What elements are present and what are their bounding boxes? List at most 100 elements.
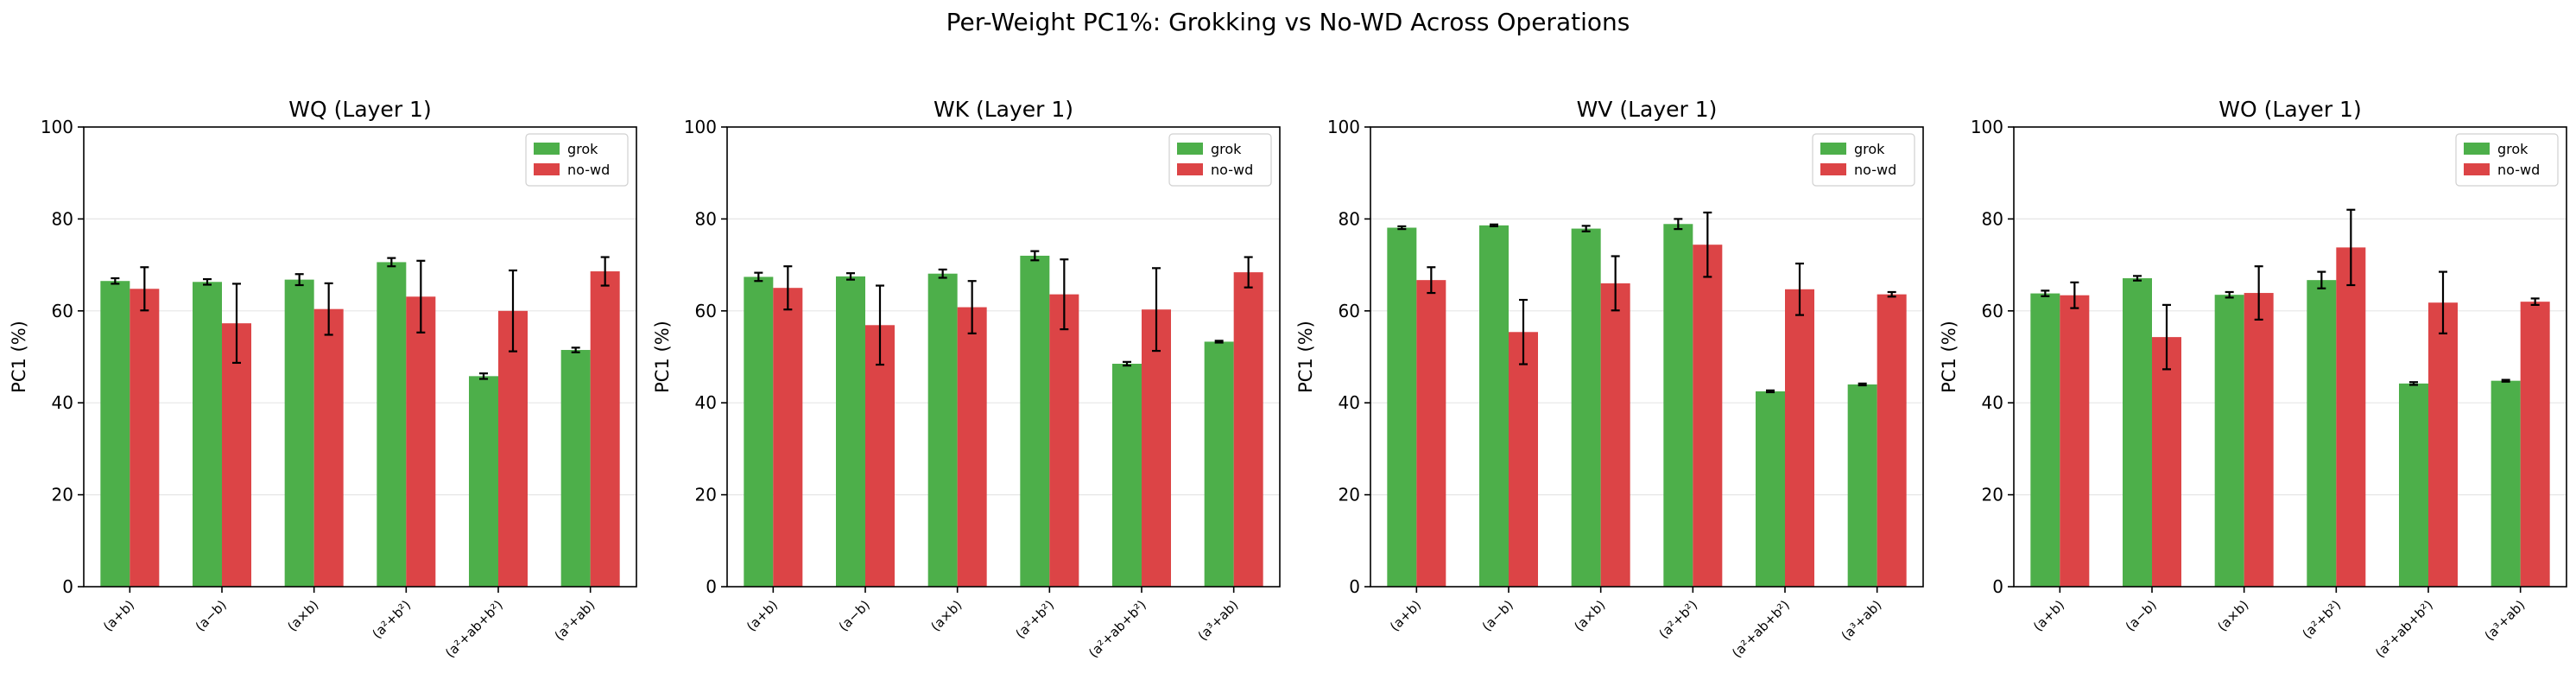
legend-label-grok: grok bbox=[1854, 141, 1885, 157]
legend-swatch-no-wd bbox=[1177, 163, 1203, 175]
bar-grok-3 bbox=[2214, 295, 2244, 587]
bar-no-wd-5 bbox=[2428, 302, 2458, 587]
x-tick-label: (a+b) bbox=[1387, 597, 1424, 634]
bar-grok-6 bbox=[1847, 384, 1877, 587]
figure-title: Per-Weight PC1%: Grokking vs No-WD Acros… bbox=[946, 8, 1630, 36]
bar-no-wd-2 bbox=[865, 325, 895, 587]
x-tick-label: (a−b) bbox=[836, 597, 873, 634]
legend: grok no-wd bbox=[525, 133, 629, 187]
bar-no-wd-6 bbox=[2520, 302, 2550, 587]
x-tick-label: (a+b) bbox=[100, 597, 137, 634]
y-tick-label: 60 bbox=[52, 301, 73, 321]
bar-grok-6 bbox=[560, 350, 591, 587]
y-tick-label: 20 bbox=[1339, 485, 1360, 505]
y-axis-label: PC1 (%) bbox=[1939, 321, 1959, 393]
y-tick-label: 40 bbox=[52, 392, 73, 413]
x-tick-label: (a³+ab) bbox=[552, 597, 598, 644]
y-tick-label: 100 bbox=[1327, 117, 1360, 137]
x-tick-label: (a×b) bbox=[1571, 597, 1608, 634]
chart-title: WV (Layer 1) bbox=[1577, 97, 1718, 122]
bar-no-wd-1 bbox=[130, 289, 160, 587]
bar-no-wd-4 bbox=[2336, 247, 2366, 587]
x-tick-label: (a²+ab+b²) bbox=[1085, 597, 1149, 661]
bar-grok-6 bbox=[1204, 341, 1234, 587]
legend-swatch-no-wd bbox=[534, 163, 560, 175]
y-tick-label: 80 bbox=[1339, 208, 1360, 229]
chart-title: WK (Layer 1) bbox=[934, 97, 1073, 122]
bar-grok-2 bbox=[836, 276, 865, 587]
chart-title: WQ (Layer 1) bbox=[288, 97, 431, 122]
bar-grok-5 bbox=[469, 376, 498, 587]
axes-frame bbox=[83, 126, 637, 588]
x-tick-label: (a³+ab) bbox=[1839, 597, 1885, 644]
y-tick-label: 40 bbox=[695, 392, 717, 413]
y-tick-label: 100 bbox=[684, 117, 717, 137]
bar-grok-2 bbox=[2123, 278, 2152, 587]
y-tick-label: 100 bbox=[41, 117, 73, 137]
legend-swatch-no-wd bbox=[2464, 163, 2490, 175]
y-tick-label: 20 bbox=[52, 485, 73, 505]
axes-frame bbox=[2013, 126, 2567, 588]
bar-no-wd-3 bbox=[2244, 293, 2274, 587]
bar-grok-2 bbox=[193, 282, 222, 587]
axes-frame bbox=[1370, 126, 1924, 588]
chart-panel-2: 0 20 40 60 80 100 (a+b) (a−b) (a×b) (a²+b²) (a²+ab… bbox=[652, 97, 1281, 661]
x-tick-label: (a³+ab) bbox=[1195, 597, 1242, 644]
legend-swatch-grok bbox=[1177, 143, 1203, 155]
x-tick-label: (a×b) bbox=[2214, 597, 2251, 634]
y-tick-label: 80 bbox=[695, 208, 717, 229]
axes-frame bbox=[726, 126, 1281, 588]
y-tick-label: 80 bbox=[52, 208, 73, 229]
x-tick-label: (a²+ab+b²) bbox=[1729, 597, 1793, 661]
bar-no-wd-1 bbox=[1416, 280, 1446, 587]
bar-grok-5 bbox=[1756, 391, 1785, 587]
x-tick-label: (a×b) bbox=[927, 597, 965, 634]
y-tick-label: 80 bbox=[1982, 208, 2003, 229]
y-tick-label: 100 bbox=[1971, 117, 2003, 137]
legend-swatch-grok bbox=[1820, 143, 1846, 155]
chart-title: WO (Layer 1) bbox=[2218, 97, 2361, 122]
legend-label-no-wd: no-wd bbox=[1211, 162, 1253, 178]
x-tick-label: (a²+b²) bbox=[1656, 597, 1701, 642]
y-tick-label: 0 bbox=[1992, 576, 2003, 597]
x-tick-label: (a×b) bbox=[284, 597, 321, 634]
bar-no-wd-1 bbox=[2060, 295, 2090, 587]
bar-grok-3 bbox=[284, 279, 314, 587]
x-tick-label: (a²+b²) bbox=[370, 597, 415, 642]
bar-no-wd-6 bbox=[1877, 294, 1907, 587]
bar-no-wd-2 bbox=[2152, 337, 2181, 587]
bar-grok-4 bbox=[377, 262, 407, 587]
y-axis-label: PC1 (%) bbox=[9, 321, 29, 393]
bar-no-wd-4 bbox=[1049, 294, 1079, 587]
y-tick-label: 40 bbox=[1982, 392, 2003, 413]
legend-swatch-grok bbox=[534, 143, 560, 155]
x-tick-label: (a−b) bbox=[2123, 597, 2160, 634]
bar-grok-5 bbox=[2399, 383, 2428, 587]
legend: grok no-wd bbox=[1168, 133, 1272, 187]
y-axis-label: PC1 (%) bbox=[652, 321, 673, 393]
bar-grok-2 bbox=[1479, 225, 1509, 587]
bar-no-wd-5 bbox=[498, 310, 528, 587]
legend-label-no-wd: no-wd bbox=[2497, 162, 2540, 178]
legend-swatch-no-wd bbox=[1820, 163, 1846, 175]
bar-grok-6 bbox=[2491, 380, 2521, 587]
legend-label-grok: grok bbox=[567, 141, 598, 157]
chart-panel-1: 0 20 40 60 80 100 (a+b) (a−b) (a×b) (a²+b²) (a²+ab… bbox=[9, 97, 637, 661]
legend-label-no-wd: no-wd bbox=[1854, 162, 1896, 178]
bar-grok-4 bbox=[1663, 224, 1693, 587]
bar-grok-1 bbox=[100, 281, 130, 587]
bar-grok-1 bbox=[2030, 293, 2060, 587]
bar-no-wd-5 bbox=[1785, 289, 1814, 587]
x-tick-label: (a³+ab) bbox=[2482, 597, 2529, 644]
x-tick-label: (a+b) bbox=[744, 597, 781, 634]
y-tick-label: 20 bbox=[695, 485, 717, 505]
bar-grok-4 bbox=[2307, 280, 2337, 587]
bar-no-wd-1 bbox=[773, 288, 803, 587]
bar-no-wd-4 bbox=[1693, 245, 1723, 587]
x-tick-label: (a+b) bbox=[2030, 597, 2067, 634]
bar-grok-3 bbox=[1571, 228, 1601, 587]
bar-no-wd-2 bbox=[222, 323, 251, 587]
bar-no-wd-3 bbox=[313, 308, 344, 587]
